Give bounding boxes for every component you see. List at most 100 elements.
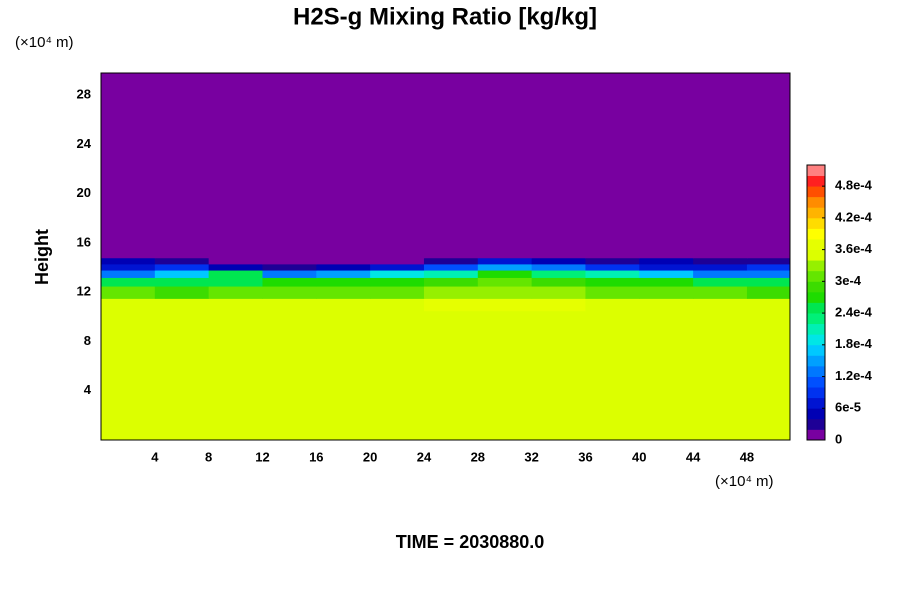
cell — [154, 298, 210, 312]
cell — [262, 298, 317, 312]
colorbar-band — [807, 239, 825, 251]
cell — [208, 257, 263, 265]
cell — [531, 310, 586, 441]
cell — [746, 270, 791, 278]
x-tick-label: 4 — [151, 449, 159, 464]
cell — [477, 263, 533, 271]
footer: TIME = 2030880.0 — [396, 532, 545, 552]
cell — [154, 263, 210, 271]
cell — [154, 286, 210, 299]
cell — [585, 286, 640, 299]
colorbar-band — [807, 334, 825, 346]
cell — [531, 263, 586, 271]
colorbar-tick-label: 0 — [835, 431, 842, 446]
cell — [477, 277, 533, 287]
y-axis-title: Height — [32, 229, 52, 285]
cell — [531, 270, 586, 278]
colorbar-band — [807, 270, 825, 282]
cell — [208, 263, 263, 271]
cell — [693, 298, 748, 312]
cell — [370, 310, 425, 441]
cell — [208, 270, 263, 278]
colorbar-band — [807, 217, 825, 229]
cell — [746, 277, 791, 287]
x-tick-label: 36 — [578, 449, 592, 464]
y-tick-label: 8 — [84, 333, 91, 348]
colorbar-tick-label: 1.2e-4 — [835, 368, 873, 383]
x-tick-label: 28 — [471, 449, 485, 464]
colorbar-tick-label: 4.8e-4 — [835, 178, 873, 193]
cell — [316, 257, 371, 265]
x-tick-label: 40 — [632, 449, 646, 464]
colorbar-band — [807, 291, 825, 303]
cell — [693, 257, 748, 265]
cell — [477, 310, 533, 441]
colorbar-tick-label: 6e-5 — [835, 400, 861, 415]
chart-title: H2S-g Mixing Ratio [kg/kg] — [293, 3, 597, 30]
cell — [693, 270, 748, 278]
cell — [316, 310, 371, 441]
cell — [639, 270, 694, 278]
cell — [639, 298, 694, 312]
colorbar-band — [807, 355, 825, 367]
cell — [746, 310, 791, 441]
colorbar-band — [807, 249, 825, 261]
y-tick-label: 4 — [84, 382, 92, 397]
plot-frame — [100, 72, 791, 441]
cell — [531, 298, 586, 312]
colorbar-band — [807, 175, 825, 187]
cell — [262, 270, 317, 278]
cell — [423, 298, 479, 312]
cell — [585, 298, 640, 312]
cell — [423, 73, 479, 259]
cell — [423, 277, 479, 287]
cell — [316, 263, 371, 271]
colorbar-band — [807, 397, 825, 409]
cell — [370, 270, 425, 278]
cell — [585, 257, 640, 265]
cell — [639, 310, 694, 441]
cell — [477, 298, 533, 312]
colorbar-band — [807, 365, 825, 377]
cell — [262, 286, 317, 299]
cell — [316, 73, 371, 259]
colorbar-band — [807, 281, 825, 293]
cell — [101, 270, 156, 278]
cell — [423, 286, 479, 299]
cell — [477, 286, 533, 299]
cell — [316, 298, 371, 312]
cell — [477, 73, 533, 259]
cell — [423, 310, 479, 441]
cell — [370, 263, 425, 271]
cell — [370, 298, 425, 312]
cell — [101, 310, 156, 441]
colorbar-band — [807, 387, 825, 399]
cell — [101, 298, 156, 312]
colorbar-frame — [806, 164, 826, 441]
y-unit: (×10⁴ m) — [15, 34, 74, 51]
cell — [208, 298, 263, 312]
colorbar-band — [807, 376, 825, 388]
cell — [370, 257, 425, 265]
cell — [262, 73, 317, 259]
colorbar-band — [807, 418, 825, 430]
cell — [101, 257, 156, 265]
colorbar-tick-label: 3.6e-4 — [835, 241, 873, 256]
colorbar-tick-label: 2.4e-4 — [835, 305, 873, 320]
cell — [262, 310, 317, 441]
cell — [262, 257, 317, 265]
cell — [208, 286, 263, 299]
cell — [208, 277, 263, 287]
cell — [101, 263, 156, 271]
cell — [154, 310, 210, 441]
cell — [316, 277, 371, 287]
x-tick-label: 16 — [309, 449, 323, 464]
colorbar-band — [807, 313, 825, 325]
colorbar-band — [807, 260, 825, 272]
cell — [316, 270, 371, 278]
colorbar-tick-label: 1.8e-4 — [835, 336, 873, 351]
cell — [154, 73, 210, 259]
cell — [639, 286, 694, 299]
cell — [746, 73, 791, 259]
cell — [316, 286, 371, 299]
